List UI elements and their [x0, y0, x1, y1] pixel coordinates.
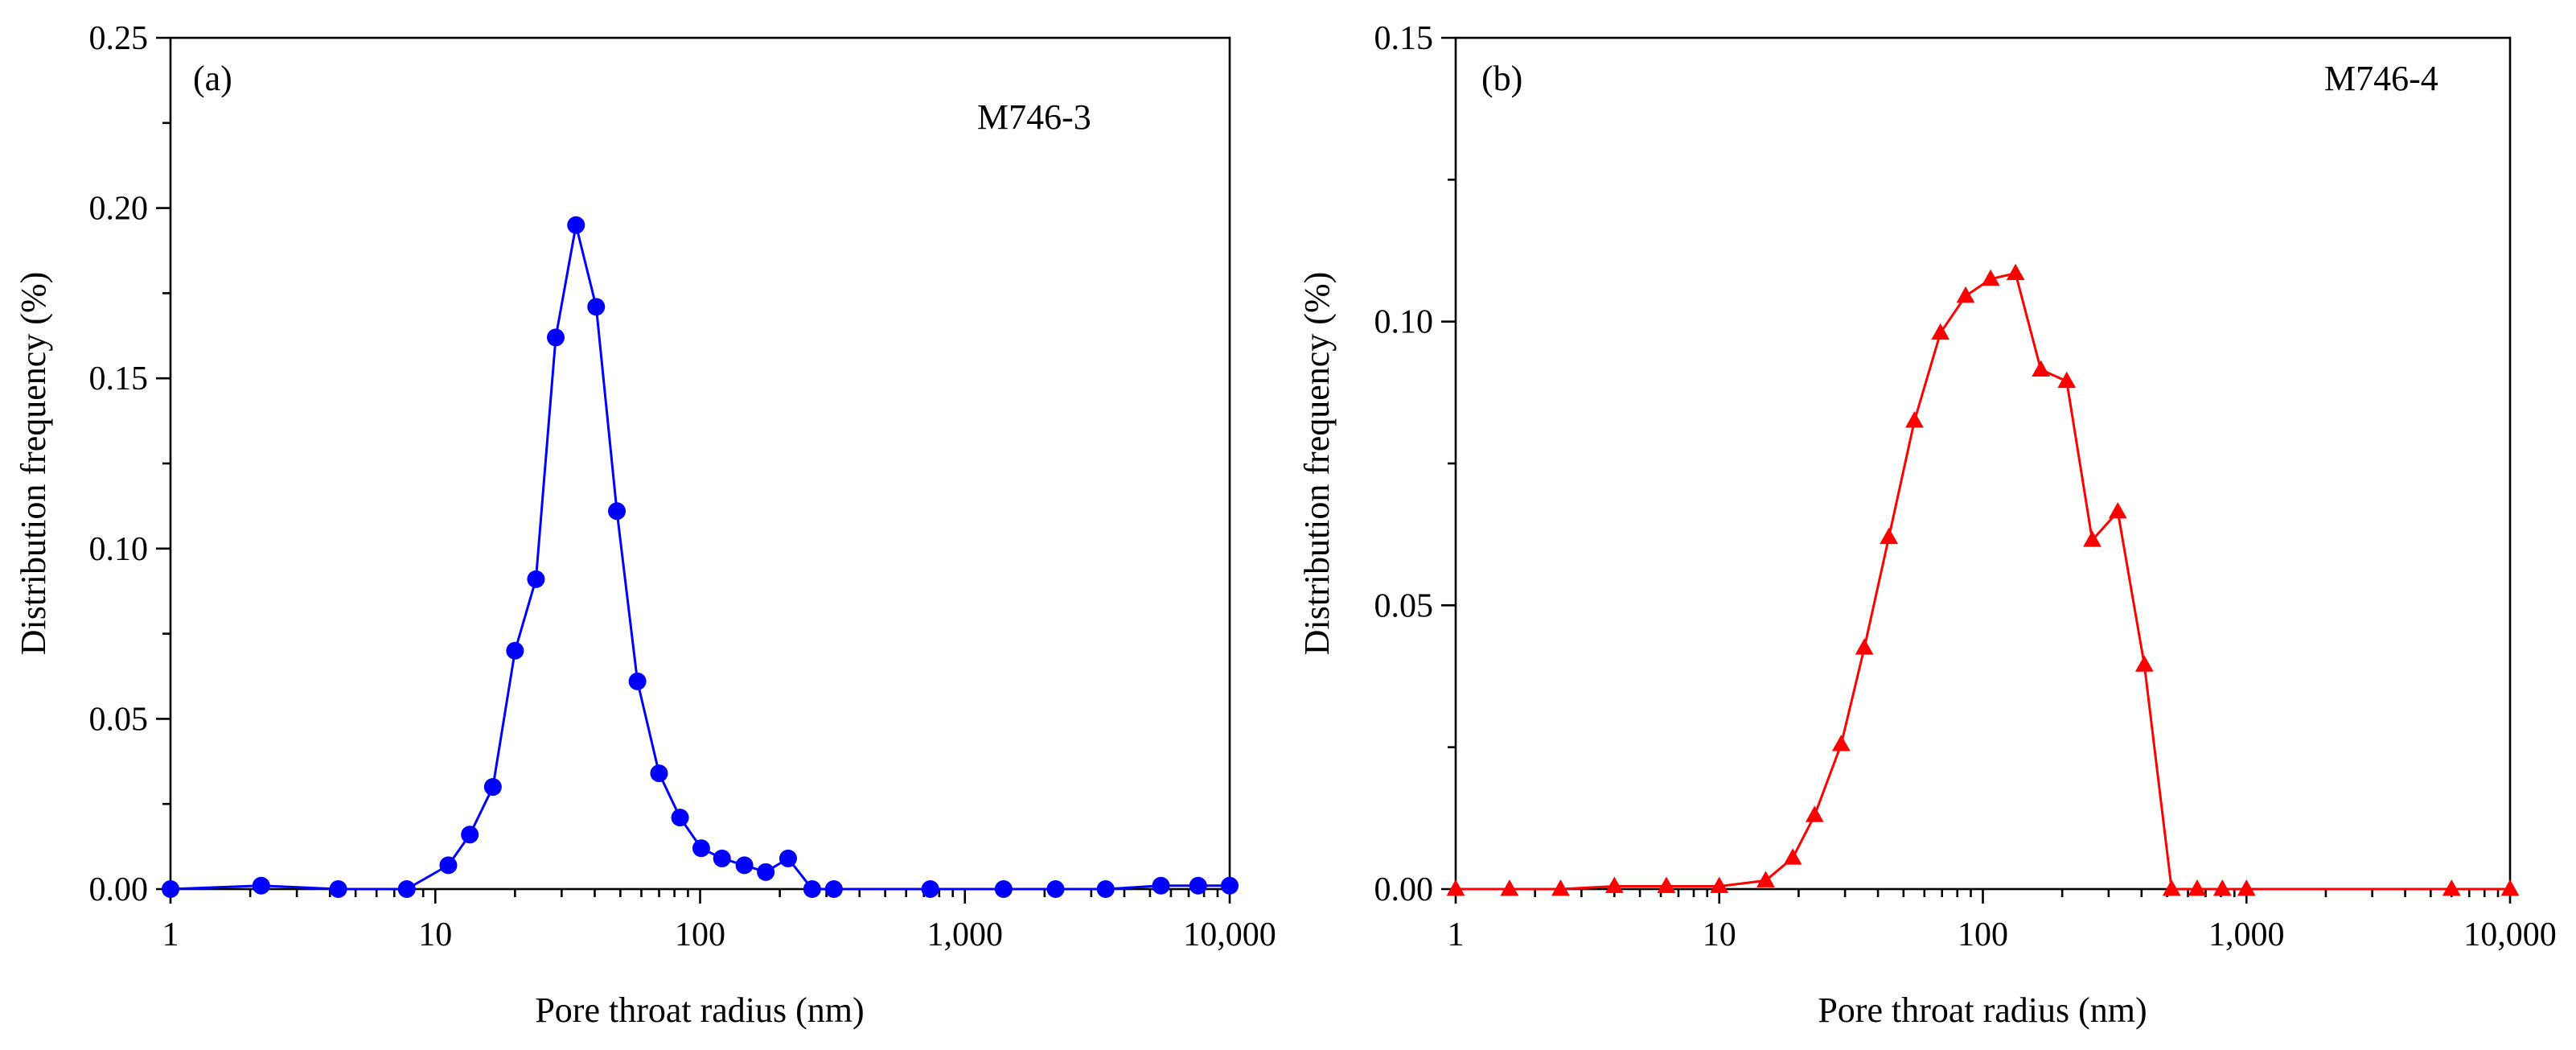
data-point: [650, 764, 668, 783]
x-axis-title: Pore throat radius (nm): [1818, 990, 2147, 1030]
data-point: [994, 880, 1013, 898]
data-point: [329, 880, 347, 898]
plot-area-frame: [169, 36, 1231, 891]
data-point: [713, 849, 731, 867]
data-point: [1551, 879, 1570, 896]
y-tick-label: 0.25: [89, 20, 149, 57]
x-tick-label: 10,000: [1183, 916, 1276, 953]
sample-label: M746-4: [2324, 59, 2438, 98]
y-tick-label: 0.10: [1374, 304, 1434, 341]
data-point: [2237, 879, 2256, 896]
data-point: [1805, 805, 1824, 822]
data-point: [1657, 876, 1676, 893]
panel-b: 0.00 0.05 0.10 0.15 1 10 100 1,000 10,000 (b) M…: [1297, 20, 2557, 1030]
data-point: [547, 328, 565, 347]
data-point: [2032, 360, 2051, 377]
x-axis-title: Pore throat radius (nm): [535, 990, 864, 1030]
x-tick-label: 10: [1703, 916, 1736, 953]
data-point: [1855, 638, 1874, 655]
data-point: [671, 809, 689, 827]
data-point: [2162, 879, 2181, 896]
data-point: [1096, 880, 1115, 898]
data-point: [1783, 848, 1802, 865]
y-tick-label: 0.20: [89, 191, 149, 228]
y-tick-label: 0.15: [89, 360, 149, 397]
data-point: [1710, 876, 1729, 893]
data-point: [1956, 286, 1975, 303]
data-point: [587, 298, 606, 316]
data-point: [2442, 879, 2461, 896]
sample-label: M746-3: [977, 97, 1091, 137]
y-tick-label: 0.05: [89, 701, 149, 738]
data-point: [1981, 269, 2000, 286]
panel-label: (b): [1481, 59, 1522, 98]
data-point: [921, 880, 939, 898]
data-point: [735, 856, 754, 875]
panel-label: (a): [193, 59, 232, 98]
data-point: [824, 880, 843, 898]
series-markers: [1446, 263, 2520, 896]
data-point: [461, 826, 479, 844]
panel-a: 0.00 0.05 0.10 0.15 0.20 0.25 1 10 100 1,000 10,0…: [14, 20, 1276, 1030]
y-tick-label: 0.10: [89, 531, 149, 568]
data-point: [1221, 876, 1239, 895]
data-point: [1446, 879, 1465, 896]
x-tick-label: 1: [162, 916, 179, 953]
y-tick-label: 0.15: [1374, 20, 1434, 57]
data-point: [1189, 876, 1207, 895]
data-point: [803, 880, 821, 898]
data-point: [1152, 876, 1170, 895]
data-point: [2083, 530, 2101, 547]
data-point: [779, 849, 797, 867]
data-point: [252, 876, 270, 895]
series-markers: [162, 216, 1239, 898]
data-point: [1046, 880, 1065, 898]
data-point: [567, 216, 585, 234]
data-point: [527, 570, 545, 588]
data-point: [2212, 879, 2232, 896]
data-point: [2188, 879, 2207, 896]
x-tick-label: 1,000: [2208, 916, 2285, 953]
x-tick-label: 10,000: [2463, 916, 2557, 953]
x-tick-label: 1: [1448, 916, 1465, 953]
data-point: [1905, 411, 1924, 428]
y-tick-label: 0.00: [1374, 871, 1434, 908]
data-point: [1500, 879, 1519, 896]
x-ticks: 1 10 100 1,000 10,000: [162, 889, 1276, 953]
y-axis-title: Distribution frequency (%): [14, 272, 53, 656]
data-point: [628, 672, 647, 690]
y-tick-label: 0.00: [89, 871, 149, 908]
data-point: [1756, 871, 1775, 887]
data-point: [1931, 323, 1950, 340]
data-point: [2500, 879, 2520, 896]
data-point: [608, 502, 627, 521]
data-point: [397, 880, 416, 898]
y-tick-label: 0.05: [1374, 587, 1434, 624]
data-point: [483, 778, 502, 797]
y-axis-title: Distribution frequency (%): [1297, 272, 1337, 656]
y-ticks: 0.00 0.05 0.10 0.15 0.20 0.25: [89, 20, 171, 908]
data-point: [2134, 655, 2154, 672]
data-point: [2108, 501, 2127, 519]
data-point: [1880, 527, 1899, 545]
data-point: [2006, 263, 2025, 281]
x-tick-label: 100: [675, 916, 725, 953]
x-tick-label: 10: [418, 916, 452, 953]
series-line: [170, 224, 1230, 891]
x-tick-label: 100: [1958, 916, 2008, 953]
data-point: [692, 839, 710, 858]
data-point: [162, 880, 179, 898]
y-ticks: 0.00 0.05 0.10 0.15: [1374, 20, 1456, 908]
x-tick-label: 1,000: [927, 916, 1004, 953]
data-point: [2057, 371, 2077, 389]
data-point: [1831, 735, 1851, 751]
data-point: [1604, 876, 1624, 893]
plot-area-frame: [1454, 36, 2512, 891]
data-point: [439, 856, 458, 875]
data-point: [506, 641, 524, 660]
x-ticks: 1 10 100 1,000 10,000: [1448, 889, 2557, 953]
series-line: [1456, 271, 2510, 891]
data-point: [757, 863, 775, 881]
